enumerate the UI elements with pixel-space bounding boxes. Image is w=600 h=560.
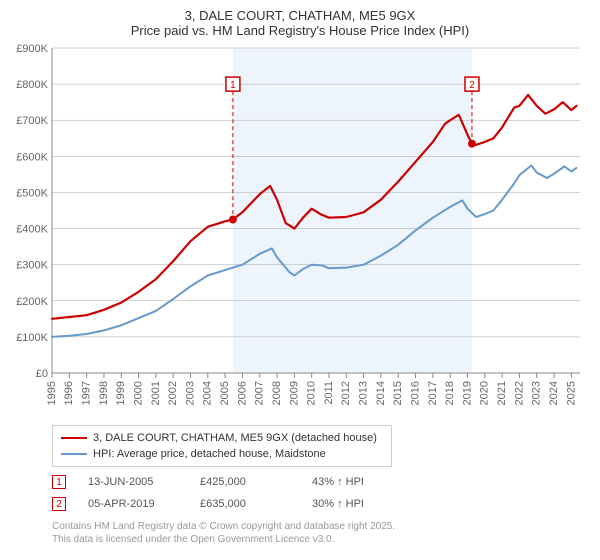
shaded-region	[233, 48, 472, 373]
y-tick-label: £0	[36, 368, 48, 380]
y-tick-label: £500K	[16, 187, 48, 199]
event-delta: 43% ↑ HPI	[312, 476, 402, 488]
x-tick-label: 1995	[46, 381, 58, 405]
x-tick-label: 2022	[513, 381, 525, 405]
x-tick-label: 1997	[81, 381, 93, 405]
line-chart-svg: £0 £100K £200K £300K £400K £500K £600K £700K £80…	[10, 44, 590, 419]
chart-title: 3, DALE COURT, CHATHAM, ME5 9GX	[10, 8, 590, 23]
x-tick-label: 2005	[219, 381, 231, 405]
x-tick-label: 2024	[548, 381, 560, 405]
y-tick-label: £600K	[16, 151, 48, 163]
legend-box: 3, DALE COURT, CHATHAM, ME5 9GX (detache…	[52, 425, 392, 467]
event-price: £635,000	[200, 498, 290, 510]
event-delta: 30% ↑ HPI	[312, 498, 402, 510]
x-tick-label: 1999	[115, 381, 127, 405]
x-tick-label: 2012	[340, 381, 352, 405]
x-tick-label: 2006	[236, 381, 248, 405]
x-tick-label: 2007	[254, 381, 266, 405]
x-tick-label: 2020	[479, 381, 491, 405]
event-marker-icon: 1	[52, 475, 66, 489]
legend-row: HPI: Average price, detached house, Maid…	[61, 446, 383, 462]
legend-label: 3, DALE COURT, CHATHAM, ME5 9GX (detache…	[93, 432, 377, 444]
x-tick-label: 2011	[323, 381, 335, 405]
x-tick-label: 2025	[565, 381, 577, 405]
x-tick-label: 1996	[63, 381, 75, 405]
x-tick-label: 2016	[409, 381, 421, 405]
event-box-label: 2	[469, 80, 475, 91]
legend-row: 3, DALE COURT, CHATHAM, ME5 9GX (detache…	[61, 430, 383, 446]
chart-subtitle: Price paid vs. HM Land Registry's House …	[10, 23, 590, 38]
footnote-line-2: This data is licensed under the Open Gov…	[52, 534, 590, 547]
y-tick-label: £800K	[16, 79, 48, 91]
x-tick-label: 2000	[132, 381, 144, 405]
x-tick-label: 2018	[444, 381, 456, 405]
event-dot	[468, 140, 476, 148]
chart-container: 3, DALE COURT, CHATHAM, ME5 9GX Price pa…	[0, 0, 600, 560]
x-tick-label: 2019	[461, 381, 473, 405]
events-table: 1 13-JUN-2005 £425,000 43% ↑ HPI 2 05-APR-201…	[52, 471, 590, 515]
footnote: Contains HM Land Registry data © Crown c…	[52, 521, 590, 546]
footnote-line-1: Contains HM Land Registry data © Crown c…	[52, 521, 590, 534]
legend-swatch	[61, 437, 87, 439]
event-dot	[229, 216, 237, 224]
x-tick-label: 2015	[392, 381, 404, 405]
x-tick-label: 2008	[271, 381, 283, 405]
event-row: 2 05-APR-2019 £635,000 30% ↑ HPI	[52, 493, 590, 515]
title-block: 3, DALE COURT, CHATHAM, ME5 9GX Price pa…	[10, 8, 590, 38]
y-tick-label: £300K	[16, 260, 48, 272]
y-tick-label: £900K	[16, 44, 48, 55]
y-tick-label: £200K	[16, 296, 48, 308]
y-tick-label: £100K	[16, 332, 48, 344]
x-tick-label: 1998	[98, 381, 110, 405]
event-date: 05-APR-2019	[88, 498, 178, 510]
x-tick-label: 2002	[167, 381, 179, 405]
legend-swatch	[61, 453, 87, 455]
chart-area: £0 £100K £200K £300K £400K £500K £600K £700K £80…	[10, 44, 590, 419]
x-tick-label: 2010	[306, 381, 318, 405]
x-tick-label: 2014	[375, 381, 387, 405]
event-row: 1 13-JUN-2005 £425,000 43% ↑ HPI	[52, 471, 590, 493]
legend-label: HPI: Average price, detached house, Maid…	[93, 448, 326, 460]
event-box-label: 1	[230, 80, 236, 91]
event-date: 13-JUN-2005	[88, 476, 178, 488]
x-tick-label: 2023	[531, 381, 543, 405]
x-tick-label: 2009	[288, 381, 300, 405]
x-tick-label: 2003	[184, 381, 196, 405]
x-tick-label: 2001	[150, 381, 162, 405]
y-tick-label: £700K	[16, 115, 48, 127]
x-tick-label: 2013	[358, 381, 370, 405]
y-tick-label: £400K	[16, 224, 48, 236]
event-price: £425,000	[200, 476, 290, 488]
x-tick-label: 2004	[202, 381, 214, 405]
event-marker-icon: 2	[52, 497, 66, 511]
x-tick-label: 2021	[496, 381, 508, 405]
x-tick-label: 2017	[427, 381, 439, 405]
